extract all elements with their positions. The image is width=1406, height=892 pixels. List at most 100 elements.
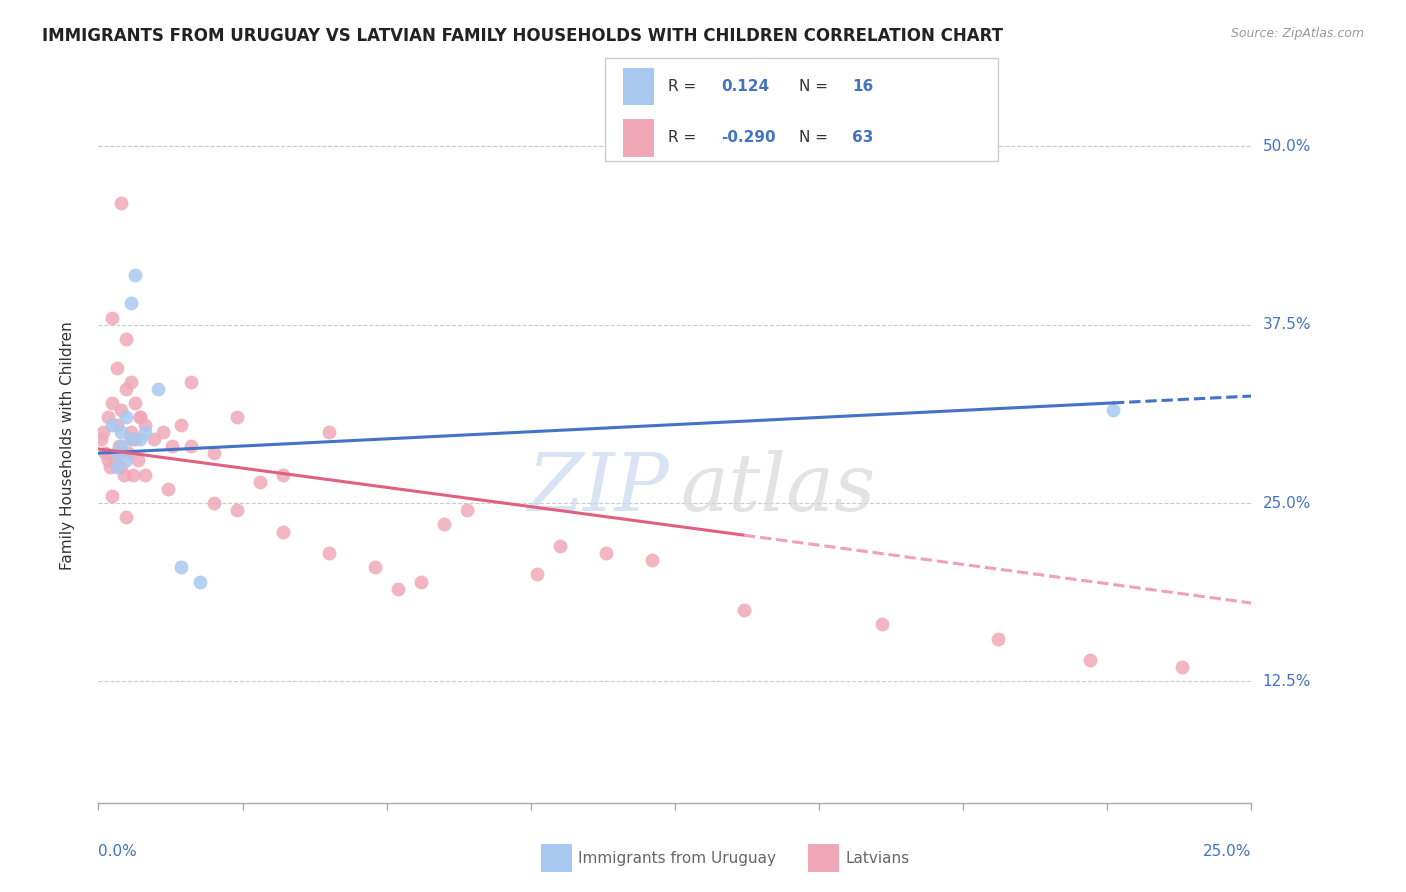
- Point: [124, 268, 146, 282]
- Point: [202, 446, 225, 460]
- Point: [110, 196, 132, 211]
- Point: [110, 425, 132, 439]
- Point: [364, 560, 387, 574]
- Point: [411, 574, 433, 589]
- Text: R =: R =: [668, 130, 696, 145]
- Point: [1102, 403, 1125, 417]
- Point: [548, 539, 571, 553]
- Point: [115, 382, 138, 396]
- Point: [170, 560, 193, 574]
- Point: [120, 296, 142, 310]
- Point: [90, 432, 112, 446]
- Point: [115, 410, 138, 425]
- Text: 0.0%: 0.0%: [98, 845, 138, 860]
- Point: [433, 517, 456, 532]
- Text: N =: N =: [799, 130, 828, 145]
- Point: [170, 417, 193, 432]
- Point: [180, 375, 202, 389]
- Point: [108, 439, 131, 453]
- Text: 37.5%: 37.5%: [1263, 318, 1310, 332]
- Point: [101, 310, 124, 325]
- Point: [134, 467, 156, 482]
- Point: [318, 546, 340, 560]
- Text: 25.0%: 25.0%: [1204, 845, 1251, 860]
- Point: [91, 425, 114, 439]
- Point: [188, 574, 211, 589]
- Text: N =: N =: [799, 79, 828, 95]
- Point: [595, 546, 617, 560]
- Point: [120, 375, 142, 389]
- Point: [387, 582, 409, 596]
- Point: [110, 460, 132, 475]
- Point: [134, 425, 156, 439]
- Point: [103, 453, 125, 467]
- Point: [202, 496, 225, 510]
- Point: [120, 425, 142, 439]
- Text: Immigrants from Uruguay: Immigrants from Uruguay: [578, 851, 776, 865]
- Point: [160, 439, 183, 453]
- Point: [110, 403, 132, 417]
- Point: [129, 410, 152, 425]
- Point: [148, 382, 170, 396]
- Point: [117, 446, 139, 460]
- Text: ZIP: ZIP: [527, 450, 669, 527]
- Point: [97, 410, 120, 425]
- Point: [733, 603, 755, 617]
- Point: [115, 332, 138, 346]
- Point: [110, 439, 132, 453]
- Text: -0.290: -0.290: [721, 130, 776, 145]
- Point: [152, 425, 174, 439]
- Point: [526, 567, 548, 582]
- Text: 12.5%: 12.5%: [1263, 674, 1310, 689]
- Point: [115, 510, 138, 524]
- Text: Latvians: Latvians: [845, 851, 910, 865]
- Point: [115, 453, 138, 467]
- Text: 50.0%: 50.0%: [1263, 139, 1310, 153]
- Point: [134, 417, 156, 432]
- Y-axis label: Family Households with Children: Family Households with Children: [60, 322, 75, 570]
- Point: [872, 617, 894, 632]
- Point: [120, 432, 142, 446]
- Point: [142, 432, 165, 446]
- Text: Source: ZipAtlas.com: Source: ZipAtlas.com: [1230, 27, 1364, 40]
- Text: 63: 63: [852, 130, 873, 145]
- Point: [127, 453, 149, 467]
- Point: [156, 482, 179, 496]
- Point: [225, 410, 247, 425]
- Point: [456, 503, 478, 517]
- Text: 16: 16: [852, 79, 873, 95]
- Point: [101, 489, 124, 503]
- Text: 0.124: 0.124: [721, 79, 769, 95]
- Text: IMMIGRANTS FROM URUGUAY VS LATVIAN FAMILY HOUSEHOLDS WITH CHILDREN CORRELATION C: IMMIGRANTS FROM URUGUAY VS LATVIAN FAMIL…: [42, 27, 1002, 45]
- Point: [112, 467, 135, 482]
- Point: [94, 446, 117, 460]
- Point: [271, 524, 294, 539]
- Point: [120, 432, 142, 446]
- Point: [129, 432, 152, 446]
- Point: [101, 396, 124, 410]
- Point: [98, 460, 121, 475]
- Text: 25.0%: 25.0%: [1263, 496, 1310, 510]
- Point: [105, 460, 128, 475]
- Point: [987, 632, 1010, 646]
- Point: [641, 553, 664, 567]
- Point: [97, 453, 120, 467]
- Point: [318, 425, 340, 439]
- Point: [105, 446, 128, 460]
- Point: [105, 417, 128, 432]
- Text: atlas: atlas: [681, 450, 876, 527]
- Point: [180, 439, 202, 453]
- Point: [249, 475, 271, 489]
- Point: [124, 396, 146, 410]
- Point: [129, 410, 152, 425]
- Point: [1078, 653, 1101, 667]
- Text: R =: R =: [668, 79, 696, 95]
- Point: [225, 503, 247, 517]
- Point: [1171, 660, 1194, 674]
- Point: [101, 417, 124, 432]
- Point: [105, 446, 128, 460]
- Point: [105, 360, 128, 375]
- Point: [122, 467, 145, 482]
- Point: [124, 432, 146, 446]
- Point: [271, 467, 294, 482]
